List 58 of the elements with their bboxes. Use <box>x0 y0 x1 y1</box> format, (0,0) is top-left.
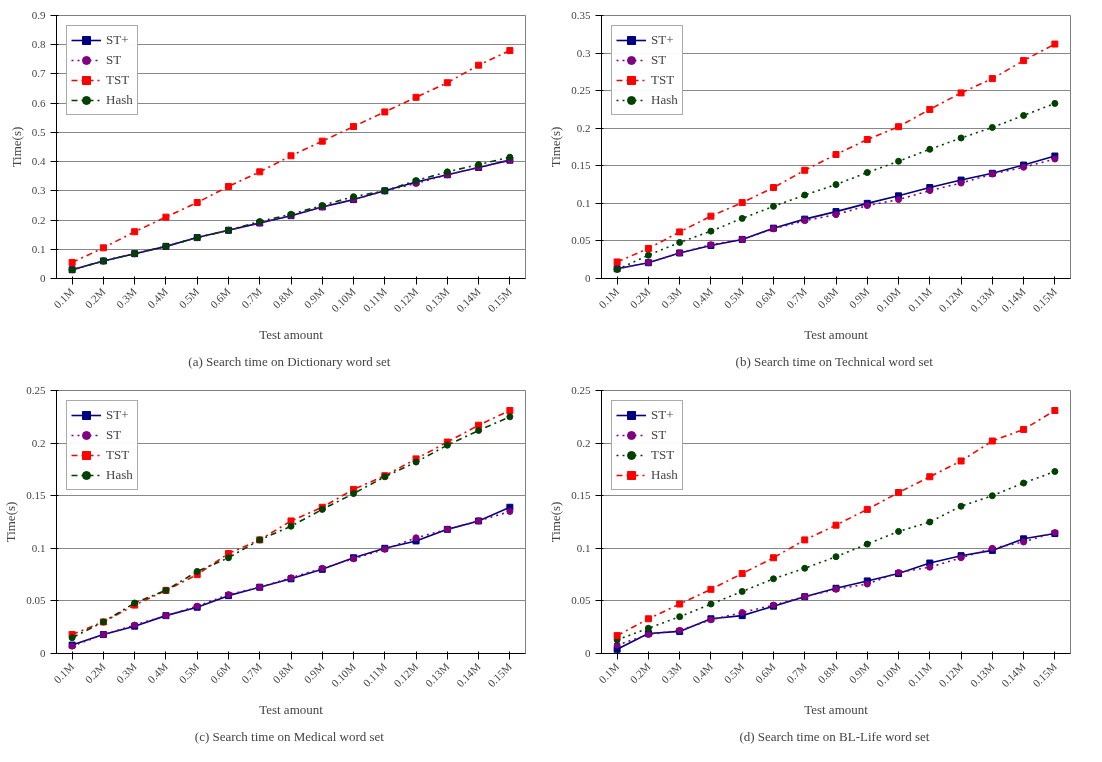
y-axis-title: Time(s) <box>8 126 24 168</box>
y-tick-label: 0 <box>585 647 591 659</box>
text: (a) Search time on Dictionary word set <box>188 353 391 369</box>
y-tick-label: 0.05 <box>571 594 591 607</box>
legend-label: Hash <box>651 92 678 108</box>
y-axis-title: Time(s) <box>548 501 564 543</box>
text: (b) Search time on Technical word set <box>735 353 934 369</box>
legend-label: ST <box>651 52 668 68</box>
y-tick-label: 0 <box>40 272 46 284</box>
legend-label: ST+ <box>651 407 674 423</box>
legend-label: Hash <box>651 467 678 483</box>
y-tick-label: 0.6 <box>31 96 46 109</box>
legend-label: TST <box>106 72 130 88</box>
y-tick-label: 0.2 <box>576 121 591 134</box>
x-axis-title: Test amount <box>259 326 324 342</box>
y-tick-label: 0 <box>585 272 591 284</box>
y-tick-label: 0.8 <box>31 38 46 51</box>
y-tick-label: 0.1 <box>31 242 46 255</box>
y-tick-label: 0.3 <box>576 46 591 59</box>
y-tick-label: 0.2 <box>31 213 46 226</box>
y-tick-label: 0.1 <box>576 196 591 209</box>
x-axis-title: Test amount <box>804 701 869 717</box>
y-tick-label: 0.1 <box>31 541 46 554</box>
x-axis-title: Test amount <box>804 326 869 342</box>
legend-label: Hash <box>106 467 133 483</box>
text: (c) Search time on Medical word set <box>194 728 385 744</box>
legend-label: TST <box>651 447 675 463</box>
y-tick-label: 0.7 <box>31 67 46 80</box>
legend-label: TST <box>106 447 130 463</box>
legend-label: ST <box>106 427 123 443</box>
y-tick-label: 0.15 <box>571 489 591 502</box>
y-tick-label: 0.25 <box>571 384 591 396</box>
y-tick-label: 0.35 <box>571 9 591 21</box>
y-tick-label: 0.25 <box>571 84 591 97</box>
y-tick-label: 0.25 <box>26 384 46 396</box>
y-tick-label: 0.15 <box>26 489 46 502</box>
text: (d) Search time on BL-Life word set <box>739 728 930 744</box>
y-tick-label: 0.2 <box>31 436 46 449</box>
y-tick-label: 0.05 <box>571 234 591 247</box>
legend-label: ST+ <box>106 32 129 48</box>
y-tick-label: 0.15 <box>571 159 591 172</box>
y-axis-title: Time(s) <box>3 501 19 543</box>
y-tick-label: 0.4 <box>31 155 46 168</box>
y-tick-label: 0.3 <box>31 184 46 197</box>
y-tick-label: 0.2 <box>576 436 591 449</box>
y-axis-title: Time(s) <box>548 126 564 168</box>
y-tick-label: 0 <box>40 647 46 659</box>
legend-label: ST <box>651 427 668 443</box>
legend-label: ST+ <box>106 407 129 423</box>
y-tick-label: 0.9 <box>31 9 46 21</box>
legend-label: ST+ <box>651 32 674 48</box>
legend-label: TST <box>651 72 675 88</box>
y-tick-label: 0.1 <box>576 541 591 554</box>
legend-label: ST <box>106 52 123 68</box>
x-axis-title: Test amount <box>259 701 324 717</box>
legend-label: Hash <box>106 92 133 108</box>
y-tick-label: 0.05 <box>26 594 46 607</box>
y-tick-label: 0.5 <box>31 125 46 138</box>
